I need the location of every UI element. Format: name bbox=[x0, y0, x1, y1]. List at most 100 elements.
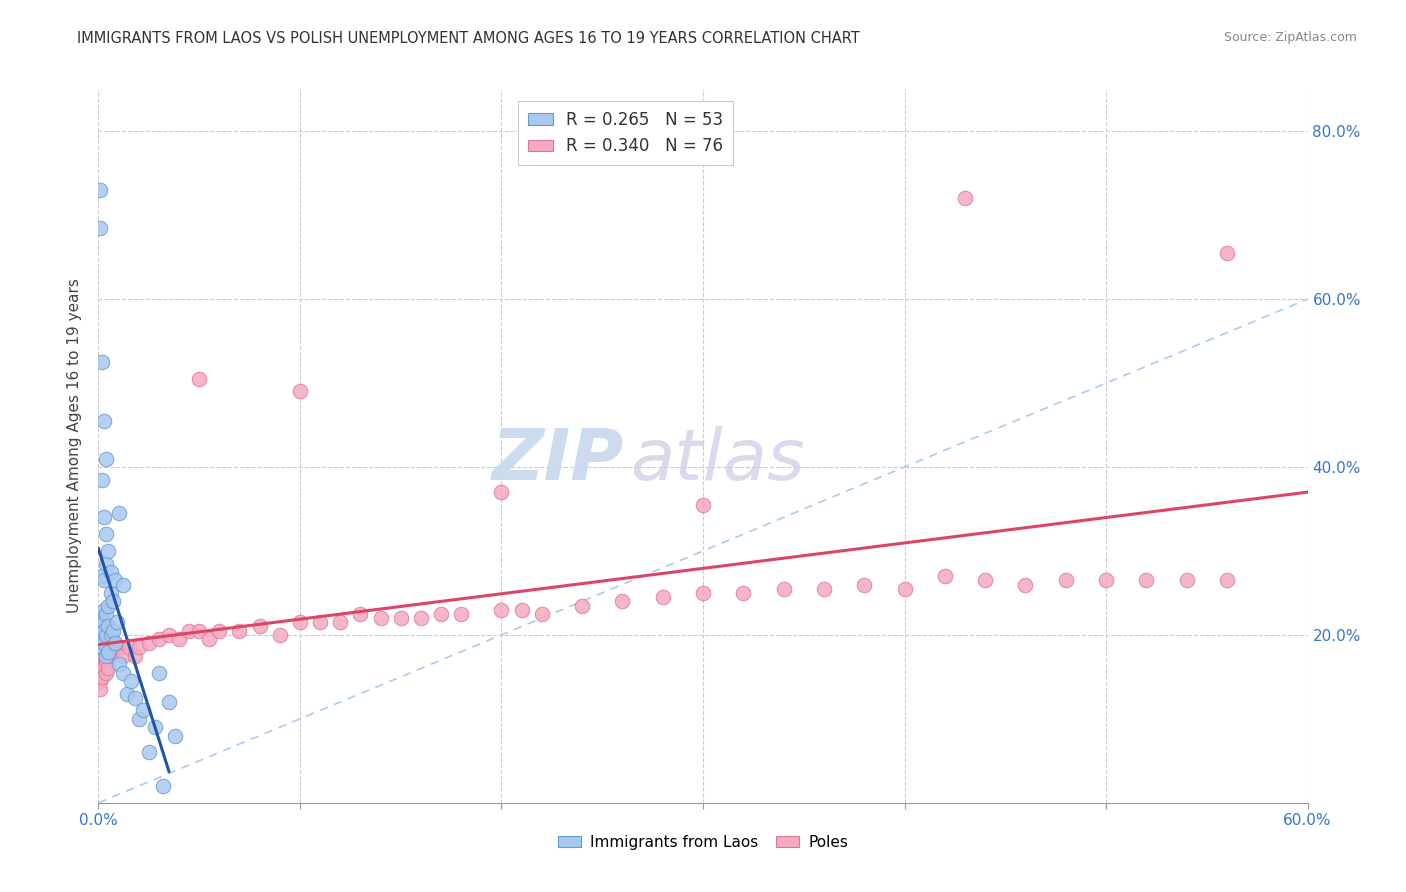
Point bbox=[101, 594, 124, 608]
Text: Source: ZipAtlas.com: Source: ZipAtlas.com bbox=[1223, 31, 1357, 45]
Point bbox=[105, 640, 128, 655]
Point bbox=[91, 611, 114, 625]
Point bbox=[111, 648, 134, 663]
Point bbox=[208, 624, 231, 638]
Point bbox=[132, 703, 155, 717]
Point bbox=[1054, 574, 1077, 588]
Point bbox=[89, 657, 111, 672]
Point bbox=[97, 599, 120, 613]
Point bbox=[269, 628, 291, 642]
Point bbox=[91, 632, 114, 646]
Point bbox=[96, 527, 118, 541]
Point bbox=[96, 451, 118, 466]
Point bbox=[93, 619, 115, 633]
Point bbox=[167, 632, 190, 646]
Point bbox=[148, 632, 170, 646]
Point bbox=[772, 582, 794, 596]
Point bbox=[91, 473, 114, 487]
Point bbox=[97, 544, 120, 558]
Point bbox=[893, 582, 915, 596]
Point bbox=[1095, 574, 1118, 588]
Point bbox=[612, 594, 634, 608]
Point bbox=[93, 510, 115, 524]
Point bbox=[188, 372, 211, 386]
Point bbox=[198, 632, 221, 646]
Point bbox=[96, 653, 118, 667]
Point bbox=[249, 619, 271, 633]
Point bbox=[288, 615, 311, 630]
Point bbox=[91, 615, 114, 630]
Point bbox=[124, 648, 146, 663]
Point bbox=[91, 640, 114, 655]
Point bbox=[389, 611, 412, 625]
Point bbox=[179, 624, 201, 638]
Point bbox=[148, 665, 170, 680]
Point bbox=[96, 628, 118, 642]
Point bbox=[96, 665, 118, 680]
Point bbox=[1135, 574, 1157, 588]
Point bbox=[143, 720, 166, 734]
Point bbox=[91, 619, 114, 633]
Point bbox=[89, 220, 111, 235]
Point bbox=[100, 586, 122, 600]
Point bbox=[89, 632, 111, 646]
Point bbox=[349, 607, 371, 621]
Point bbox=[89, 640, 111, 655]
Point bbox=[96, 607, 118, 621]
Point bbox=[89, 183, 111, 197]
Point bbox=[91, 628, 114, 642]
Point bbox=[1014, 577, 1036, 591]
Point bbox=[101, 645, 124, 659]
Point bbox=[651, 590, 673, 604]
Point bbox=[157, 628, 180, 642]
Point bbox=[934, 569, 956, 583]
Point bbox=[97, 619, 120, 633]
Point bbox=[93, 632, 115, 646]
Point bbox=[91, 628, 114, 642]
Point bbox=[93, 636, 115, 650]
Point bbox=[93, 603, 115, 617]
Point bbox=[329, 615, 352, 630]
Point bbox=[107, 657, 129, 672]
Point bbox=[430, 607, 453, 621]
Point bbox=[692, 498, 714, 512]
Point bbox=[100, 628, 122, 642]
Point bbox=[571, 599, 593, 613]
Y-axis label: Unemployment Among Ages 16 to 19 years: Unemployment Among Ages 16 to 19 years bbox=[67, 278, 83, 614]
Point bbox=[228, 624, 250, 638]
Point bbox=[510, 603, 533, 617]
Point bbox=[96, 624, 118, 638]
Point bbox=[89, 653, 111, 667]
Point bbox=[138, 636, 160, 650]
Point bbox=[93, 414, 115, 428]
Point bbox=[309, 615, 332, 630]
Legend: Immigrants from Laos, Poles: Immigrants from Laos, Poles bbox=[551, 829, 855, 855]
Point bbox=[100, 648, 122, 663]
Point bbox=[89, 665, 111, 680]
Point bbox=[89, 682, 111, 697]
Point bbox=[491, 603, 513, 617]
Point bbox=[692, 586, 714, 600]
Text: ZIP: ZIP bbox=[492, 425, 624, 495]
Point bbox=[111, 665, 134, 680]
Point bbox=[91, 648, 114, 663]
Point bbox=[152, 779, 174, 793]
Point bbox=[491, 485, 513, 500]
Text: IMMIGRANTS FROM LAOS VS POLISH UNEMPLOYMENT AMONG AGES 16 TO 19 YEARS CORRELATIO: IMMIGRANTS FROM LAOS VS POLISH UNEMPLOYM… bbox=[77, 31, 860, 46]
Point bbox=[138, 746, 160, 760]
Point bbox=[103, 574, 125, 588]
Point bbox=[97, 661, 120, 675]
Point bbox=[409, 611, 432, 625]
Point bbox=[96, 636, 118, 650]
Text: atlas: atlas bbox=[630, 425, 806, 495]
Point bbox=[124, 690, 146, 705]
Point bbox=[974, 574, 997, 588]
Point bbox=[89, 628, 111, 642]
Point bbox=[733, 586, 755, 600]
Point bbox=[188, 624, 211, 638]
Point bbox=[105, 615, 128, 630]
Point bbox=[93, 648, 115, 663]
Point bbox=[100, 565, 122, 579]
Point bbox=[118, 640, 141, 655]
Point bbox=[120, 674, 142, 689]
